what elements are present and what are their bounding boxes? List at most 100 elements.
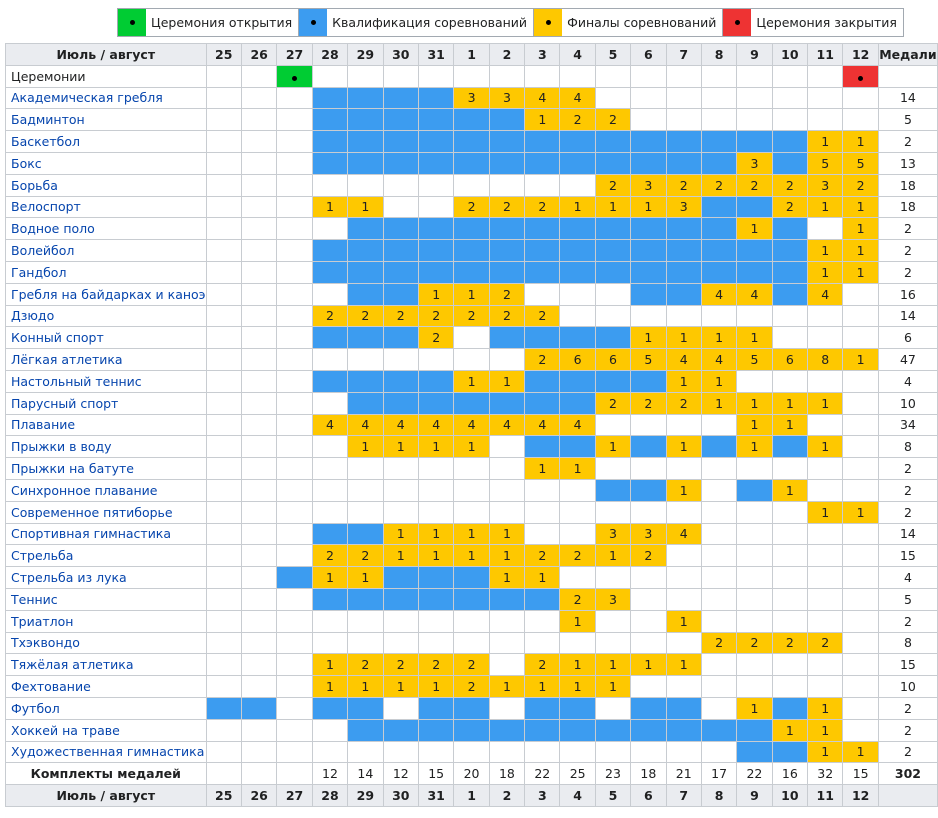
empty-cell [453, 500, 490, 524]
qualification-cell [559, 435, 596, 459]
sport-link[interactable]: Плавание [11, 417, 76, 433]
sport-link[interactable]: Настольный теннис [11, 373, 142, 389]
sport-link[interactable]: Стрельба [11, 548, 74, 564]
sport-link[interactable]: Современное пятиборье [11, 504, 173, 520]
sport-name-cell[interactable]: Синхронное плавание [5, 478, 207, 502]
empty-cell [240, 282, 278, 306]
empty-cell [700, 566, 738, 589]
sport-name-cell[interactable]: Баскетбол [5, 130, 207, 153]
sport-link[interactable]: Спортивная гимнастика [11, 526, 172, 542]
sport-name-cell[interactable]: Плавание [5, 413, 207, 437]
empty-cell [347, 64, 384, 88]
empty-cell [205, 217, 242, 241]
sport-link[interactable]: Велоспорт [11, 199, 81, 215]
legend-swatch-opening [118, 9, 146, 36]
empty-cell [205, 195, 242, 219]
sport-link[interactable]: Парусный спорт [11, 395, 119, 411]
qualification-cell [347, 522, 384, 546]
qualification-cell [665, 718, 702, 742]
sport-link[interactable]: Гандбол [11, 264, 67, 280]
empty-cell [736, 457, 773, 480]
sport-link[interactable]: Художественная гимнастика [11, 744, 205, 760]
sport-name-cell[interactable]: Парусный спорт [5, 391, 207, 415]
sport-link[interactable]: Синхронное плавание [11, 482, 158, 498]
sport-link[interactable]: Прыжки на батуте [11, 461, 134, 477]
sport-name-cell[interactable]: Футбол [5, 696, 207, 720]
sport-name-cell[interactable]: Современное пятиборье [5, 500, 207, 524]
sport-link[interactable]: Водное поло [11, 221, 95, 237]
sport-name-cell[interactable]: Лёгкая атлетика [5, 348, 207, 371]
sport-name-cell[interactable]: Академическая гребля [5, 86, 207, 110]
medal-total-cell: 13 [877, 151, 938, 175]
finals-cell: 1 [453, 369, 490, 393]
sport-name-cell[interactable]: Водное поло [5, 217, 207, 241]
sport-name-cell[interactable]: Спортивная гимнастика [5, 522, 207, 546]
sport-link[interactable]: Триатлон [11, 613, 74, 629]
empty-cell [276, 457, 313, 480]
sport-link[interactable]: Теннис [11, 591, 58, 607]
qualification-cell [382, 108, 419, 132]
footer-day: 4 [559, 784, 596, 807]
sport-name-cell[interactable]: Стрельба из лука [5, 566, 207, 589]
finals-cell: 4 [453, 413, 490, 437]
sport-link[interactable]: Фехтование [11, 679, 91, 694]
qualification-cell [311, 239, 349, 262]
sport-name-cell[interactable]: Велоспорт [5, 195, 207, 219]
sport-link[interactable]: Тяжёлая атлетика [11, 657, 134, 673]
qualification-cell [594, 130, 632, 153]
qualification-cell [630, 718, 667, 742]
legend-item-opening: Церемония открытия [117, 8, 300, 37]
qualification-cell [240, 696, 278, 720]
empty-cell [382, 609, 419, 633]
sport-name-cell[interactable]: Конный спорт [5, 326, 207, 350]
empty-cell [382, 173, 419, 197]
sport-name-cell[interactable]: Тяжёлая атлетика [5, 653, 207, 677]
sport-name-cell[interactable]: Гандбол [5, 260, 207, 284]
sport-name-cell[interactable]: Настольный теннис [5, 369, 207, 393]
sport-link[interactable]: Тхэквондо [11, 635, 80, 651]
sport-name-cell[interactable]: Гребля на байдарках и каноэ [5, 282, 207, 306]
table-row: Футбол 1 1 2 [5, 696, 938, 720]
sport-link[interactable]: Борьба [11, 177, 58, 193]
sport-name-cell[interactable]: Бадминтон [5, 108, 207, 132]
sport-name-cell[interactable]: Борьба [5, 173, 207, 197]
sport-name-cell[interactable]: Теннис [5, 587, 207, 611]
sport-link[interactable]: Лёгкая атлетика [11, 352, 123, 368]
sport-name-cell[interactable]: Тхэквондо [5, 631, 207, 655]
sport-link[interactable]: Академическая гребля [11, 90, 163, 106]
sport-name-cell[interactable]: Художественная гимнастика [5, 740, 207, 764]
finals-cell: 2 [559, 108, 596, 132]
sport-name-cell[interactable]: Бокс [5, 151, 207, 175]
sport-link[interactable]: Прыжки в воду [11, 439, 112, 455]
sport-link[interactable]: Бокс [11, 155, 42, 171]
empty-cell [807, 369, 844, 393]
empty-cell [276, 609, 313, 633]
qualification-cell [453, 566, 490, 589]
sport-link[interactable]: Волейбол [11, 243, 75, 259]
sport-name-cell[interactable]: Хоккей на траве [5, 718, 207, 742]
sport-link[interactable]: Гребля на байдарках и каноэ [11, 286, 206, 302]
daily-total-cell: 12 [311, 762, 349, 786]
table-row: Парусный спорт 2 2 2 1 1 1 1 10 [5, 391, 938, 415]
empty-cell [842, 522, 879, 546]
sport-link[interactable]: Бадминтон [11, 112, 85, 128]
sport-name-cell[interactable]: Волейбол [5, 239, 207, 262]
sport-link[interactable]: Футбол [11, 700, 60, 716]
sport-link[interactable]: Стрельба из лука [11, 570, 127, 586]
empty-cell [205, 478, 242, 502]
sport-name-cell[interactable]: Прыжки в воду [5, 435, 207, 459]
empty-cell [524, 522, 561, 546]
sport-name-cell[interactable]: Фехтование [5, 675, 207, 698]
finals-cell: 2 [311, 304, 349, 328]
sport-link[interactable]: Баскетбол [11, 134, 80, 150]
sport-name-cell[interactable]: Триатлон [5, 609, 207, 633]
sport-link[interactable]: Дзюдо [11, 308, 55, 324]
medal-total-cell: 8 [877, 631, 938, 655]
sport-link[interactable]: Конный спорт [11, 330, 104, 346]
finals-cell: 1 [736, 217, 773, 241]
sport-name-cell[interactable]: Стрельба [5, 544, 207, 568]
sport-name-cell[interactable]: Прыжки на батуте [5, 457, 207, 480]
medal-total-cell: 18 [877, 195, 938, 219]
sport-name-cell[interactable]: Дзюдо [5, 304, 207, 328]
sport-link[interactable]: Хоккей на траве [11, 722, 120, 738]
